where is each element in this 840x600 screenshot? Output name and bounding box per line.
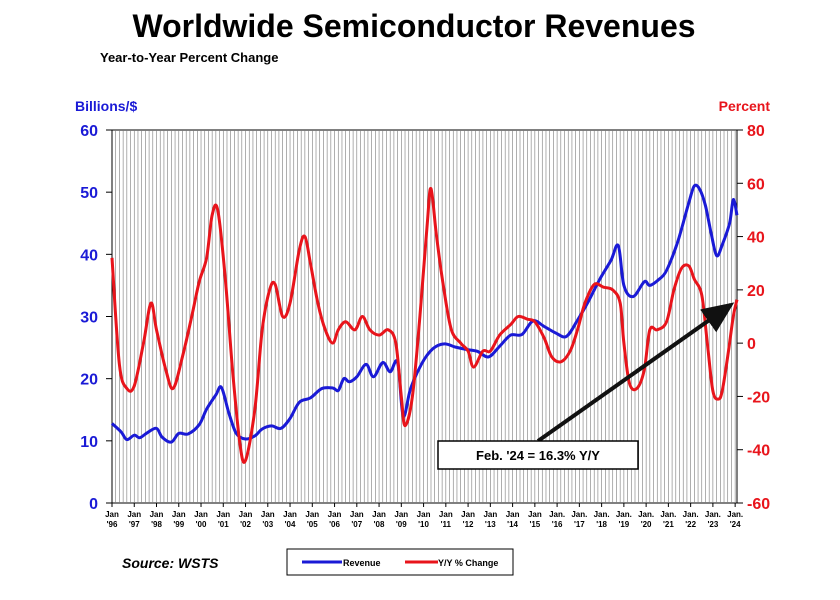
x-tick-label-bottom: '01 [218, 520, 229, 529]
series-line-revenue [110, 183, 739, 444]
x-tick-label-bottom: '10 [418, 520, 429, 529]
left-tick-label: 0 [89, 496, 98, 513]
x-tick-label-top: Jan [194, 510, 208, 519]
x-tick-label-bottom: '96 [107, 520, 118, 529]
right-tick-label: -40 [747, 443, 770, 460]
right-tick-label: 40 [747, 230, 765, 247]
legend-label-yoy: Y/Y % Change [438, 558, 498, 568]
x-tick-label-top: Jan. [571, 510, 587, 519]
x-tick-label-bottom: '06 [329, 520, 340, 529]
x-tick-label-bottom: '16 [552, 520, 563, 529]
x-tick-label-bottom: '22 [685, 520, 696, 529]
x-tick-label-bottom: '02 [240, 520, 251, 529]
x-tick-label-bottom: '00 [196, 520, 207, 529]
x-tick-label-bottom: '14 [507, 520, 518, 529]
x-tick-label-top: Jan [150, 510, 164, 519]
x-tick-label-top: Jan [461, 510, 475, 519]
x-tick-label-top: Jan [417, 510, 431, 519]
series-lines [110, 183, 739, 464]
x-tick-label-top: Jan [439, 510, 453, 519]
x-tick-label-top: Jan [394, 510, 408, 519]
left-tick-label: 40 [80, 247, 98, 264]
right-tick-label: 80 [747, 123, 765, 140]
x-tick-label-bottom: '99 [173, 520, 184, 529]
x-tick-label-top: Jan. [727, 510, 743, 519]
x-tick-label-top: Jan. [594, 510, 610, 519]
annotation-arrow [536, 302, 735, 443]
x-tick-label-top: Jan. [705, 510, 721, 519]
x-axis-ticks: Jan'96Jan'97Jan'98Jan'99Jan'00Jan'01Jan'… [105, 503, 743, 529]
x-tick-label-top: Jan [283, 510, 297, 519]
left-axis-ticks: 0 10 20 30 40 50 60 [80, 123, 112, 513]
x-tick-label-bottom: '08 [374, 520, 385, 529]
x-tick-label-top: Jan [372, 510, 386, 519]
x-tick-label-top: Jan [216, 510, 230, 519]
x-tick-label-top: Jan [350, 510, 364, 519]
x-tick-label-top: Jan [305, 510, 319, 519]
annotation-box [437, 440, 639, 470]
x-tick-label-bottom: '03 [262, 520, 273, 529]
x-tick-label-bottom: '20 [641, 520, 652, 529]
x-tick-label-bottom: '13 [485, 520, 496, 529]
x-tick-label-top: Jan [105, 510, 119, 519]
plot-area [111, 129, 738, 504]
series-line-yoy-change [110, 187, 739, 464]
x-tick-label-top: Jan [506, 510, 520, 519]
legend: Revenue Y/Y % Change [286, 548, 514, 576]
x-tick-label-top: Jan [528, 510, 542, 519]
x-tick-label-top: Jan. [638, 510, 654, 519]
x-tick-label-top: Jan. [683, 510, 699, 519]
left-tick-label: 20 [80, 372, 98, 389]
x-tick-label-top: Jan [261, 510, 275, 519]
right-tick-label: -20 [747, 389, 770, 406]
x-tick-label-bottom: '05 [307, 520, 318, 529]
right-axis-ticks: -60 -40 -20 0 20 40 60 80 [737, 123, 770, 513]
x-tick-label-bottom: '15 [529, 520, 540, 529]
x-tick-label-bottom: '17 [574, 520, 585, 529]
x-tick-label-bottom: '11 [441, 520, 452, 529]
x-tick-label-bottom: '18 [596, 520, 607, 529]
x-tick-label-bottom: '97 [129, 520, 140, 529]
left-tick-label: 60 [80, 123, 98, 140]
x-tick-label-bottom: '98 [151, 520, 162, 529]
x-tick-label-top: Jan [172, 510, 186, 519]
source-label: Source: WSTS [122, 555, 219, 571]
left-axis-label: Billions/$ [75, 98, 137, 114]
x-tick-label-top: Jan [483, 510, 497, 519]
right-tick-label: -60 [747, 496, 770, 513]
x-tick-label-top: Jan. [616, 510, 632, 519]
x-tick-label-bottom: '04 [285, 520, 296, 529]
left-tick-label: 50 [80, 185, 98, 202]
x-tick-label-bottom: '23 [707, 520, 718, 529]
legend-label-revenue: Revenue [343, 558, 381, 568]
right-tick-label: 60 [747, 176, 765, 193]
annotation-text: Feb. '24 = 16.3% Y/Y [476, 448, 600, 463]
x-tick-label-bottom: '09 [396, 520, 407, 529]
x-tick-label-top: Jan [239, 510, 253, 519]
x-tick-label-bottom: '24 [730, 520, 741, 529]
x-tick-label-top: Jan. [549, 510, 565, 519]
x-tick-label-bottom: '12 [463, 520, 474, 529]
x-tick-label-bottom: '19 [618, 520, 629, 529]
x-tick-label-bottom: '07 [351, 520, 362, 529]
left-tick-label: 30 [80, 310, 98, 327]
right-axis-label: Percent [719, 98, 771, 114]
annotation: Feb. '24 = 16.3% Y/Y [437, 302, 735, 470]
x-tick-label-top: Jan [127, 510, 141, 519]
x-tick-label-top: Jan [328, 510, 342, 519]
right-tick-label: 20 [747, 283, 765, 300]
chart-subtitle: Year-to-Year Percent Change [100, 50, 278, 65]
right-tick-label: 0 [747, 336, 756, 353]
x-tick-label-bottom: '21 [663, 520, 674, 529]
left-tick-label: 10 [80, 434, 98, 451]
x-tick-label-top: Jan. [660, 510, 676, 519]
chart-title: Worldwide Semiconductor Revenues [132, 8, 695, 44]
